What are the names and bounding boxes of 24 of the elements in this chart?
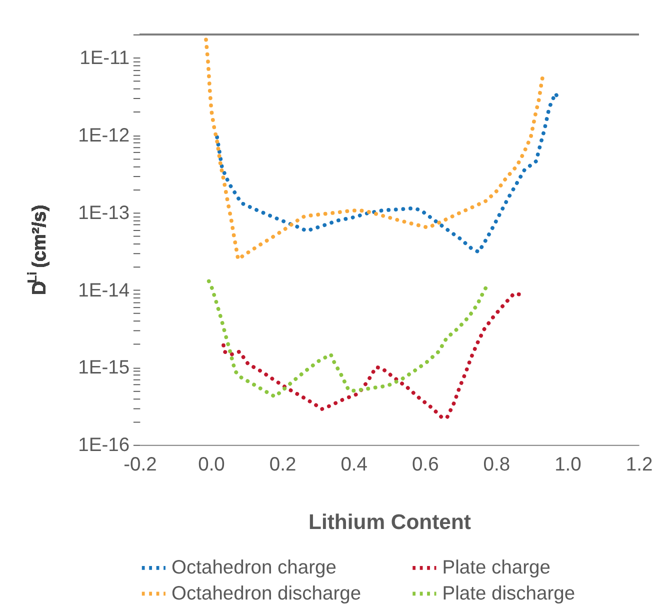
y-tick-label: 1E-16 <box>78 435 130 456</box>
x-axis-title: Lithium Content <box>308 511 471 534</box>
y-tick-label: 1E-12 <box>78 125 130 146</box>
line-series <box>206 279 490 399</box>
y-tick-label: 1E-13 <box>78 202 130 224</box>
x-tick-label: 0.8 <box>483 454 510 476</box>
legend-label: Octahedron charge <box>172 558 336 579</box>
y-axis-title: DLi(cm²/s) <box>26 204 50 295</box>
y-tick-label: 1E-11 <box>80 48 130 69</box>
line-series <box>215 91 560 254</box>
y-tick-label: 1E-15 <box>78 358 130 379</box>
x-tick-label: 0.2 <box>269 454 296 476</box>
legend-label: Plate discharge <box>442 584 576 605</box>
x-tick-label: 1.0 <box>554 454 582 476</box>
x-tick-label: 0.4 <box>340 454 368 476</box>
x-tick-label: -0.2 <box>124 454 157 476</box>
y-tick-label: 1E-14 <box>78 280 130 302</box>
line-series <box>204 38 545 262</box>
x-tick-label: 0.0 <box>198 454 225 476</box>
x-tick-label: 0.6 <box>412 454 439 476</box>
line-series <box>222 292 524 420</box>
legend-label: Plate charge <box>442 558 550 579</box>
x-tick-label: 1.2 <box>626 454 653 476</box>
legend-label: Octahedron discharge <box>172 584 362 605</box>
